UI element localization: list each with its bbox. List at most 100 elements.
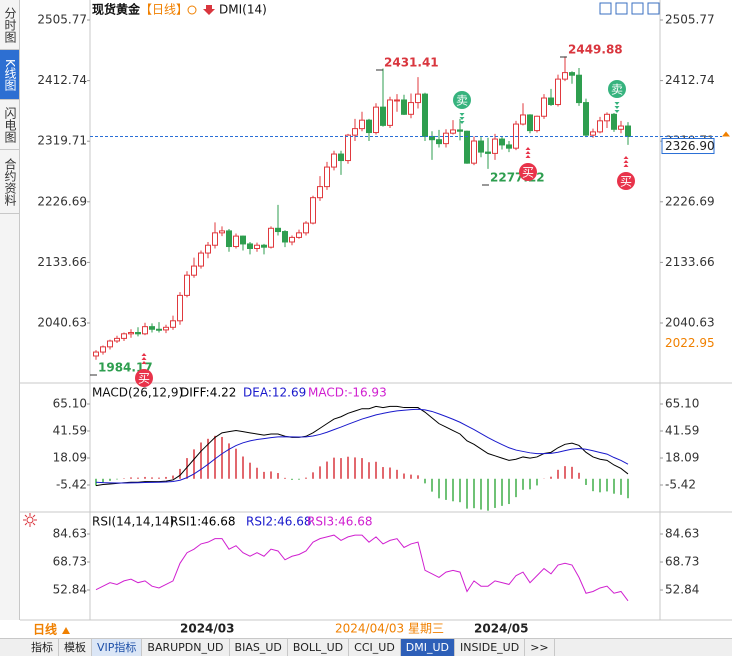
signal-arrow xyxy=(623,160,629,163)
signal-arrow xyxy=(525,147,531,150)
icon[interactable] xyxy=(187,5,197,15)
side-tab[interactable]: K线图 xyxy=(0,50,19,100)
side-tab[interactable]: 分时图 xyxy=(0,0,19,50)
y-tick-label: 52.84 xyxy=(665,582,699,596)
candle-body xyxy=(268,227,274,248)
y-tick-label: 2412.74 xyxy=(665,73,715,87)
last-price-label: 2326.90 xyxy=(665,139,715,153)
candle-body xyxy=(212,232,218,246)
settings-icon[interactable] xyxy=(23,513,37,527)
candle-body xyxy=(338,153,344,162)
signal-marker xyxy=(135,369,153,387)
y-tick-label: 41.59 xyxy=(665,424,699,438)
candle-body xyxy=(625,125,631,138)
toolbar-icons xyxy=(599,2,660,15)
tab[interactable]: BARUPDN_UD xyxy=(142,639,230,656)
signal-label: 买 xyxy=(138,372,150,386)
candle-body xyxy=(604,113,610,122)
tab[interactable]: >> xyxy=(525,639,555,656)
candle-body xyxy=(422,93,428,137)
candle-body xyxy=(443,132,449,145)
annotation: 2449.88 xyxy=(568,43,623,57)
icon[interactable] xyxy=(62,627,70,634)
candle-body xyxy=(450,129,456,134)
candle-body xyxy=(324,166,330,188)
side-tab[interactable]: 闪电图 xyxy=(0,100,19,150)
signal-label: 卖 xyxy=(611,83,623,97)
icon[interactable] xyxy=(631,2,644,15)
y-tick-label: 18.09 xyxy=(53,450,87,464)
candle-body xyxy=(611,113,617,130)
icon[interactable] xyxy=(615,2,628,15)
signal-arrow xyxy=(141,353,147,356)
side-tab[interactable]: 合约资料 xyxy=(0,150,19,214)
candle-body xyxy=(478,140,484,153)
tab[interactable]: CCI_UD xyxy=(349,639,401,656)
candle-body xyxy=(415,93,421,104)
candle-body xyxy=(247,243,253,249)
icon[interactable] xyxy=(647,2,660,15)
y-tick-label: 2040.63 xyxy=(37,315,87,329)
tab[interactable]: 模板 xyxy=(59,639,92,656)
signal-arrow xyxy=(614,102,620,105)
chart-subtitle: 【日线】 xyxy=(140,3,188,17)
candle-body xyxy=(184,274,190,296)
candle-body xyxy=(93,351,99,357)
candle-body xyxy=(527,114,533,132)
candle-body xyxy=(534,115,540,132)
crosshair-box xyxy=(333,621,443,637)
annotation: 2431.41 xyxy=(384,56,439,70)
candle-body xyxy=(275,227,281,233)
candle-body xyxy=(548,97,554,106)
signal-arrow xyxy=(614,106,620,109)
candle-body xyxy=(492,138,498,154)
candle-body xyxy=(583,102,589,136)
candle-body xyxy=(282,231,288,243)
tab[interactable]: VIP指标 xyxy=(92,639,143,656)
legend-entry: MACD:-16.93 xyxy=(308,386,387,400)
tab[interactable]: BOLL_UD xyxy=(288,639,350,656)
y-tick-label: 2133.66 xyxy=(37,255,87,269)
candle-body xyxy=(520,114,526,125)
candle-body xyxy=(576,74,582,104)
signal-label: 卖 xyxy=(456,94,468,108)
y-tick-label: 2133.66 xyxy=(665,255,715,269)
candle-body xyxy=(289,236,295,243)
min-label: 2022.95 xyxy=(665,336,715,350)
last-price-box xyxy=(661,138,715,155)
candle-body xyxy=(618,125,624,130)
y-tick-label: 2505.77 xyxy=(37,13,87,27)
tab[interactable]: 指标 xyxy=(26,639,59,656)
candle-body xyxy=(240,235,246,245)
y-tick-label: -5.42 xyxy=(665,477,696,491)
candle-body xyxy=(177,294,183,322)
period-button[interactable]: 日线 xyxy=(33,622,57,637)
signal-marker xyxy=(608,80,626,98)
candle-body xyxy=(233,235,239,248)
candle-body xyxy=(135,332,141,335)
candle-body xyxy=(254,244,260,249)
candle-body xyxy=(457,129,463,132)
tab[interactable]: DMI_UD xyxy=(400,639,456,656)
y-tick-label: -5.42 xyxy=(56,477,87,491)
icon[interactable] xyxy=(203,5,215,15)
candle-body xyxy=(296,232,302,238)
last-price-arrow xyxy=(722,131,730,137)
icon[interactable] xyxy=(599,2,612,15)
y-tick-label: 2319.71 xyxy=(37,134,87,148)
chart: 现货黄金 【日线】 DMI(14) MACD(26,12,9) RSI(14,1… xyxy=(20,0,732,638)
candle-body xyxy=(345,134,351,162)
tab[interactable]: INSIDE_UD xyxy=(455,639,526,656)
signal-arrow xyxy=(525,155,531,158)
candle-body xyxy=(506,144,512,149)
candle-body xyxy=(317,186,323,199)
panel-title: RSI(14,14,14) xyxy=(92,515,174,529)
macd-line xyxy=(95,405,629,487)
x-tick-label: 2024/05 xyxy=(474,622,528,636)
legend-entry: DIFF:4.22 xyxy=(180,386,236,400)
bottom-tabs: 指标 模板 VIP指标 BARUPDN_UD BIAS_UD BOLL_UD C… xyxy=(0,638,732,656)
y-tick-label: 2040.63 xyxy=(665,315,715,329)
signal-arrow xyxy=(614,110,620,113)
tab[interactable]: BIAS_UD xyxy=(230,639,288,656)
